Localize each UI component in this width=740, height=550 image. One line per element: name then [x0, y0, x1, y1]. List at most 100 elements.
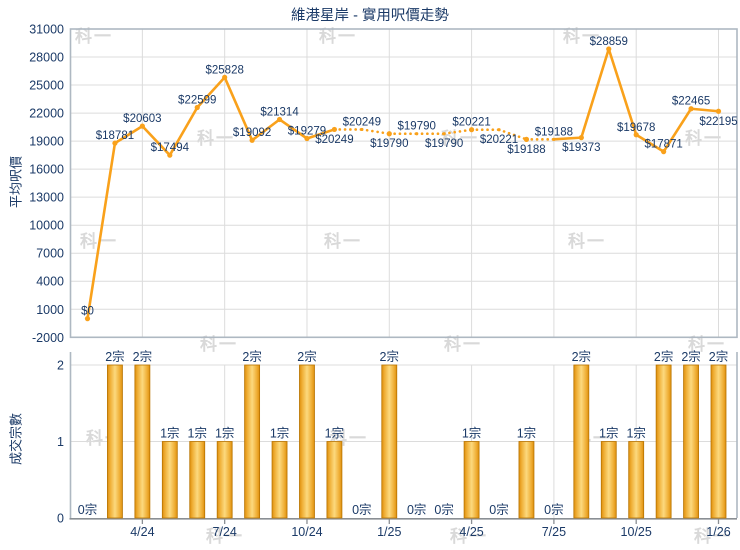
price-point — [715, 108, 722, 114]
transaction-bar-label: 1宗 — [188, 426, 207, 441]
price-point-label: $19188 — [535, 126, 573, 138]
price-line-segment-dotted — [497, 128, 528, 141]
transaction-bar-label: 2宗 — [654, 349, 673, 364]
watermark-text: 科一 — [694, 527, 732, 546]
price-point-label: $19279 — [288, 126, 326, 138]
price-point — [578, 135, 584, 141]
y-tick-label: 19000 — [29, 135, 64, 149]
price-point-label: $17871 — [644, 139, 682, 151]
page-title: 維港星岸 - 實用呎價走勢 — [291, 8, 449, 24]
price-point — [222, 74, 228, 80]
price-point-label: $19790 — [370, 138, 408, 150]
price-point-label: $20249 — [315, 134, 353, 146]
y-tick-label: 2 — [57, 359, 64, 373]
watermark-text: 科一 — [563, 27, 601, 46]
y-tick-label: -2000 — [32, 331, 64, 345]
watermark-text: 科一 — [324, 232, 362, 251]
x-tick-label: 1/25 — [377, 525, 401, 539]
price-point-label: $20221 — [480, 134, 518, 146]
transaction-bar — [655, 364, 672, 519]
price-point — [331, 126, 338, 133]
watermark-text: 科一 — [80, 227, 118, 252]
price-point — [661, 149, 667, 155]
watermark-text: 科一 — [450, 527, 488, 546]
transaction-bar-label: 0宗 — [352, 502, 371, 517]
transaction-bar — [107, 364, 123, 519]
transaction-bar-label: 1宗 — [270, 426, 289, 441]
price-point — [84, 316, 91, 322]
watermark-text: 科一 — [688, 335, 726, 354]
transaction-bar — [161, 441, 178, 519]
price-line-segment — [552, 136, 583, 141]
price-line-segment — [634, 133, 665, 153]
transaction-bar-label: 0宗 — [407, 502, 426, 517]
y-tick-label: 28000 — [29, 51, 64, 65]
transaction-bar-label: 1宗 — [599, 426, 618, 441]
transaction-bar-label: 2宗 — [297, 349, 316, 364]
price-point — [497, 128, 501, 132]
price-line-segment — [689, 107, 720, 113]
price-point — [304, 135, 310, 142]
count-y-axis-label: 成交宗數 — [8, 412, 24, 466]
transaction-bar-label: 1宗 — [215, 426, 234, 441]
price-point — [112, 140, 118, 146]
price-point — [194, 104, 200, 111]
price-line-segment — [580, 47, 611, 139]
price-point-label: $19092 — [233, 127, 271, 139]
price-point-label: $28859 — [590, 36, 628, 48]
price-line-segment — [607, 47, 638, 137]
price-line-segment — [86, 141, 117, 320]
transaction-bar-label: 1宗 — [517, 426, 536, 441]
watermark-text: 科一 — [197, 129, 235, 148]
transaction-bar-label: 2宗 — [709, 349, 728, 364]
price-line-segment — [250, 118, 281, 142]
transaction-bar — [189, 441, 206, 519]
transaction-bar — [326, 441, 343, 519]
price-point-label: $21314 — [260, 106, 299, 118]
transaction-bar — [683, 364, 699, 519]
price-point-label: $22465 — [672, 96, 710, 108]
price-plot-border — [69, 28, 738, 339]
transaction-bar-label: 1宗 — [160, 426, 179, 441]
price-point-label: $25828 — [205, 64, 243, 76]
transaction-bar — [271, 441, 288, 519]
transaction-bar-label: 2宗 — [380, 349, 399, 364]
transaction-bar — [628, 441, 645, 519]
price-point — [633, 132, 639, 138]
price-point-label: $20221 — [452, 117, 490, 129]
y-tick-label: 7000 — [36, 247, 64, 261]
transaction-bar — [299, 364, 315, 519]
y-tick-label: 0 — [57, 512, 64, 526]
price-point — [523, 136, 530, 142]
x-tick-label: 10/24 — [291, 525, 322, 539]
price-line-segment-dotted — [360, 128, 391, 136]
price-point — [606, 46, 612, 52]
price-point — [360, 127, 364, 132]
price-line-segment — [223, 76, 254, 142]
watermark-text: 科一 — [444, 335, 482, 354]
x-tick-label: 4/24 — [130, 525, 154, 539]
transaction-bar-label: 0宗 — [434, 502, 453, 517]
transaction-bar-label: 1宗 — [462, 426, 481, 441]
price-line-segment — [113, 124, 144, 145]
transaction-bar-label: 2宗 — [572, 349, 591, 364]
transaction-bar — [710, 364, 727, 519]
y-tick-label: 22000 — [29, 107, 64, 121]
watermark-text: 科一 — [75, 27, 113, 46]
price-y-axis-label: 平均呎價 — [8, 155, 24, 209]
price-line-segment — [168, 106, 199, 157]
transaction-bar — [600, 441, 617, 519]
y-tick-label: 4000 — [36, 275, 64, 289]
price-point-label: $22195 — [699, 116, 737, 128]
price-point-label: $20249 — [343, 116, 381, 128]
price-point-label: $19188 — [507, 144, 545, 156]
x-tick-label: 4/25 — [459, 525, 483, 539]
price-point-label: $20603 — [123, 113, 161, 125]
y-tick-label: 13000 — [29, 191, 64, 205]
x-tick-label: 7/24 — [213, 525, 237, 539]
y-tick-label: 1 — [57, 435, 64, 449]
price-point-label: $0 — [81, 306, 94, 318]
price-point-label: $19790 — [425, 138, 463, 150]
price-point — [688, 106, 694, 112]
